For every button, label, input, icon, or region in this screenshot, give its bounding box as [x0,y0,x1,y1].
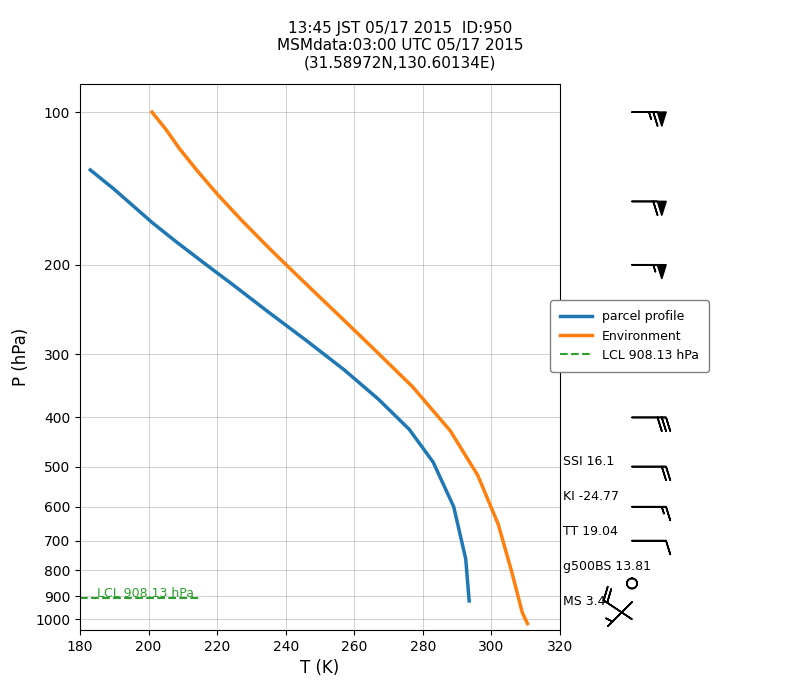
Environment [329,306,338,314]
Environment [494,520,503,528]
Environment [473,471,482,480]
Environment [147,108,157,116]
Y-axis label: P (hPa): P (hPa) [11,328,30,386]
parcel profile [449,503,458,511]
Environment [446,426,455,435]
parcel profile [374,395,383,403]
parcel profile [230,281,239,290]
Environment [366,342,376,351]
Environment [192,166,202,174]
Environment [507,568,517,577]
parcel profile [428,458,438,466]
parcel profile [461,554,470,563]
Line: parcel profile: parcel profile [90,170,469,601]
parcel profile [302,336,311,344]
Environment [212,190,222,198]
parcel profile [110,186,119,194]
parcel profile [464,596,474,605]
parcel profile [339,365,349,374]
Text: KI -24.77: KI -24.77 [563,490,619,503]
parcel profile [171,237,181,246]
Environment [518,608,527,617]
Environment [236,216,246,224]
Environment [264,244,274,252]
parcel profile [264,308,274,316]
Line: Environment: Environment [152,112,527,624]
Environment [174,144,184,153]
parcel profile [86,166,95,174]
Environment [408,383,418,391]
X-axis label: T (K): T (K) [300,659,340,678]
Text: g500BS 13.81: g500BS 13.81 [563,560,651,573]
parcel profile [198,258,208,267]
parcel profile [126,200,136,209]
parcel profile [147,218,157,227]
Environment [294,274,304,282]
Text: 13:45 JST 05/17 2015  ID:950
MSMdata:03:00 UTC 05/17 2015
(31.58972N,130.60134E): 13:45 JST 05/17 2015 ID:950 MSMdata:03:0… [277,21,523,71]
Legend: parcel profile, Environment, LCL 908.13 hPa: parcel profile, Environment, LCL 908.13 … [550,300,709,372]
Text: TT 19.04: TT 19.04 [563,525,618,538]
Text: SSI 16.1: SSI 16.1 [563,455,614,468]
Environment [161,125,170,133]
parcel profile [96,174,106,183]
Text: LCL 908.13 hPa: LCL 908.13 hPa [97,587,194,600]
Text: MS 3.4: MS 3.4 [563,595,606,608]
parcel profile [404,425,414,433]
Environment [522,620,532,628]
